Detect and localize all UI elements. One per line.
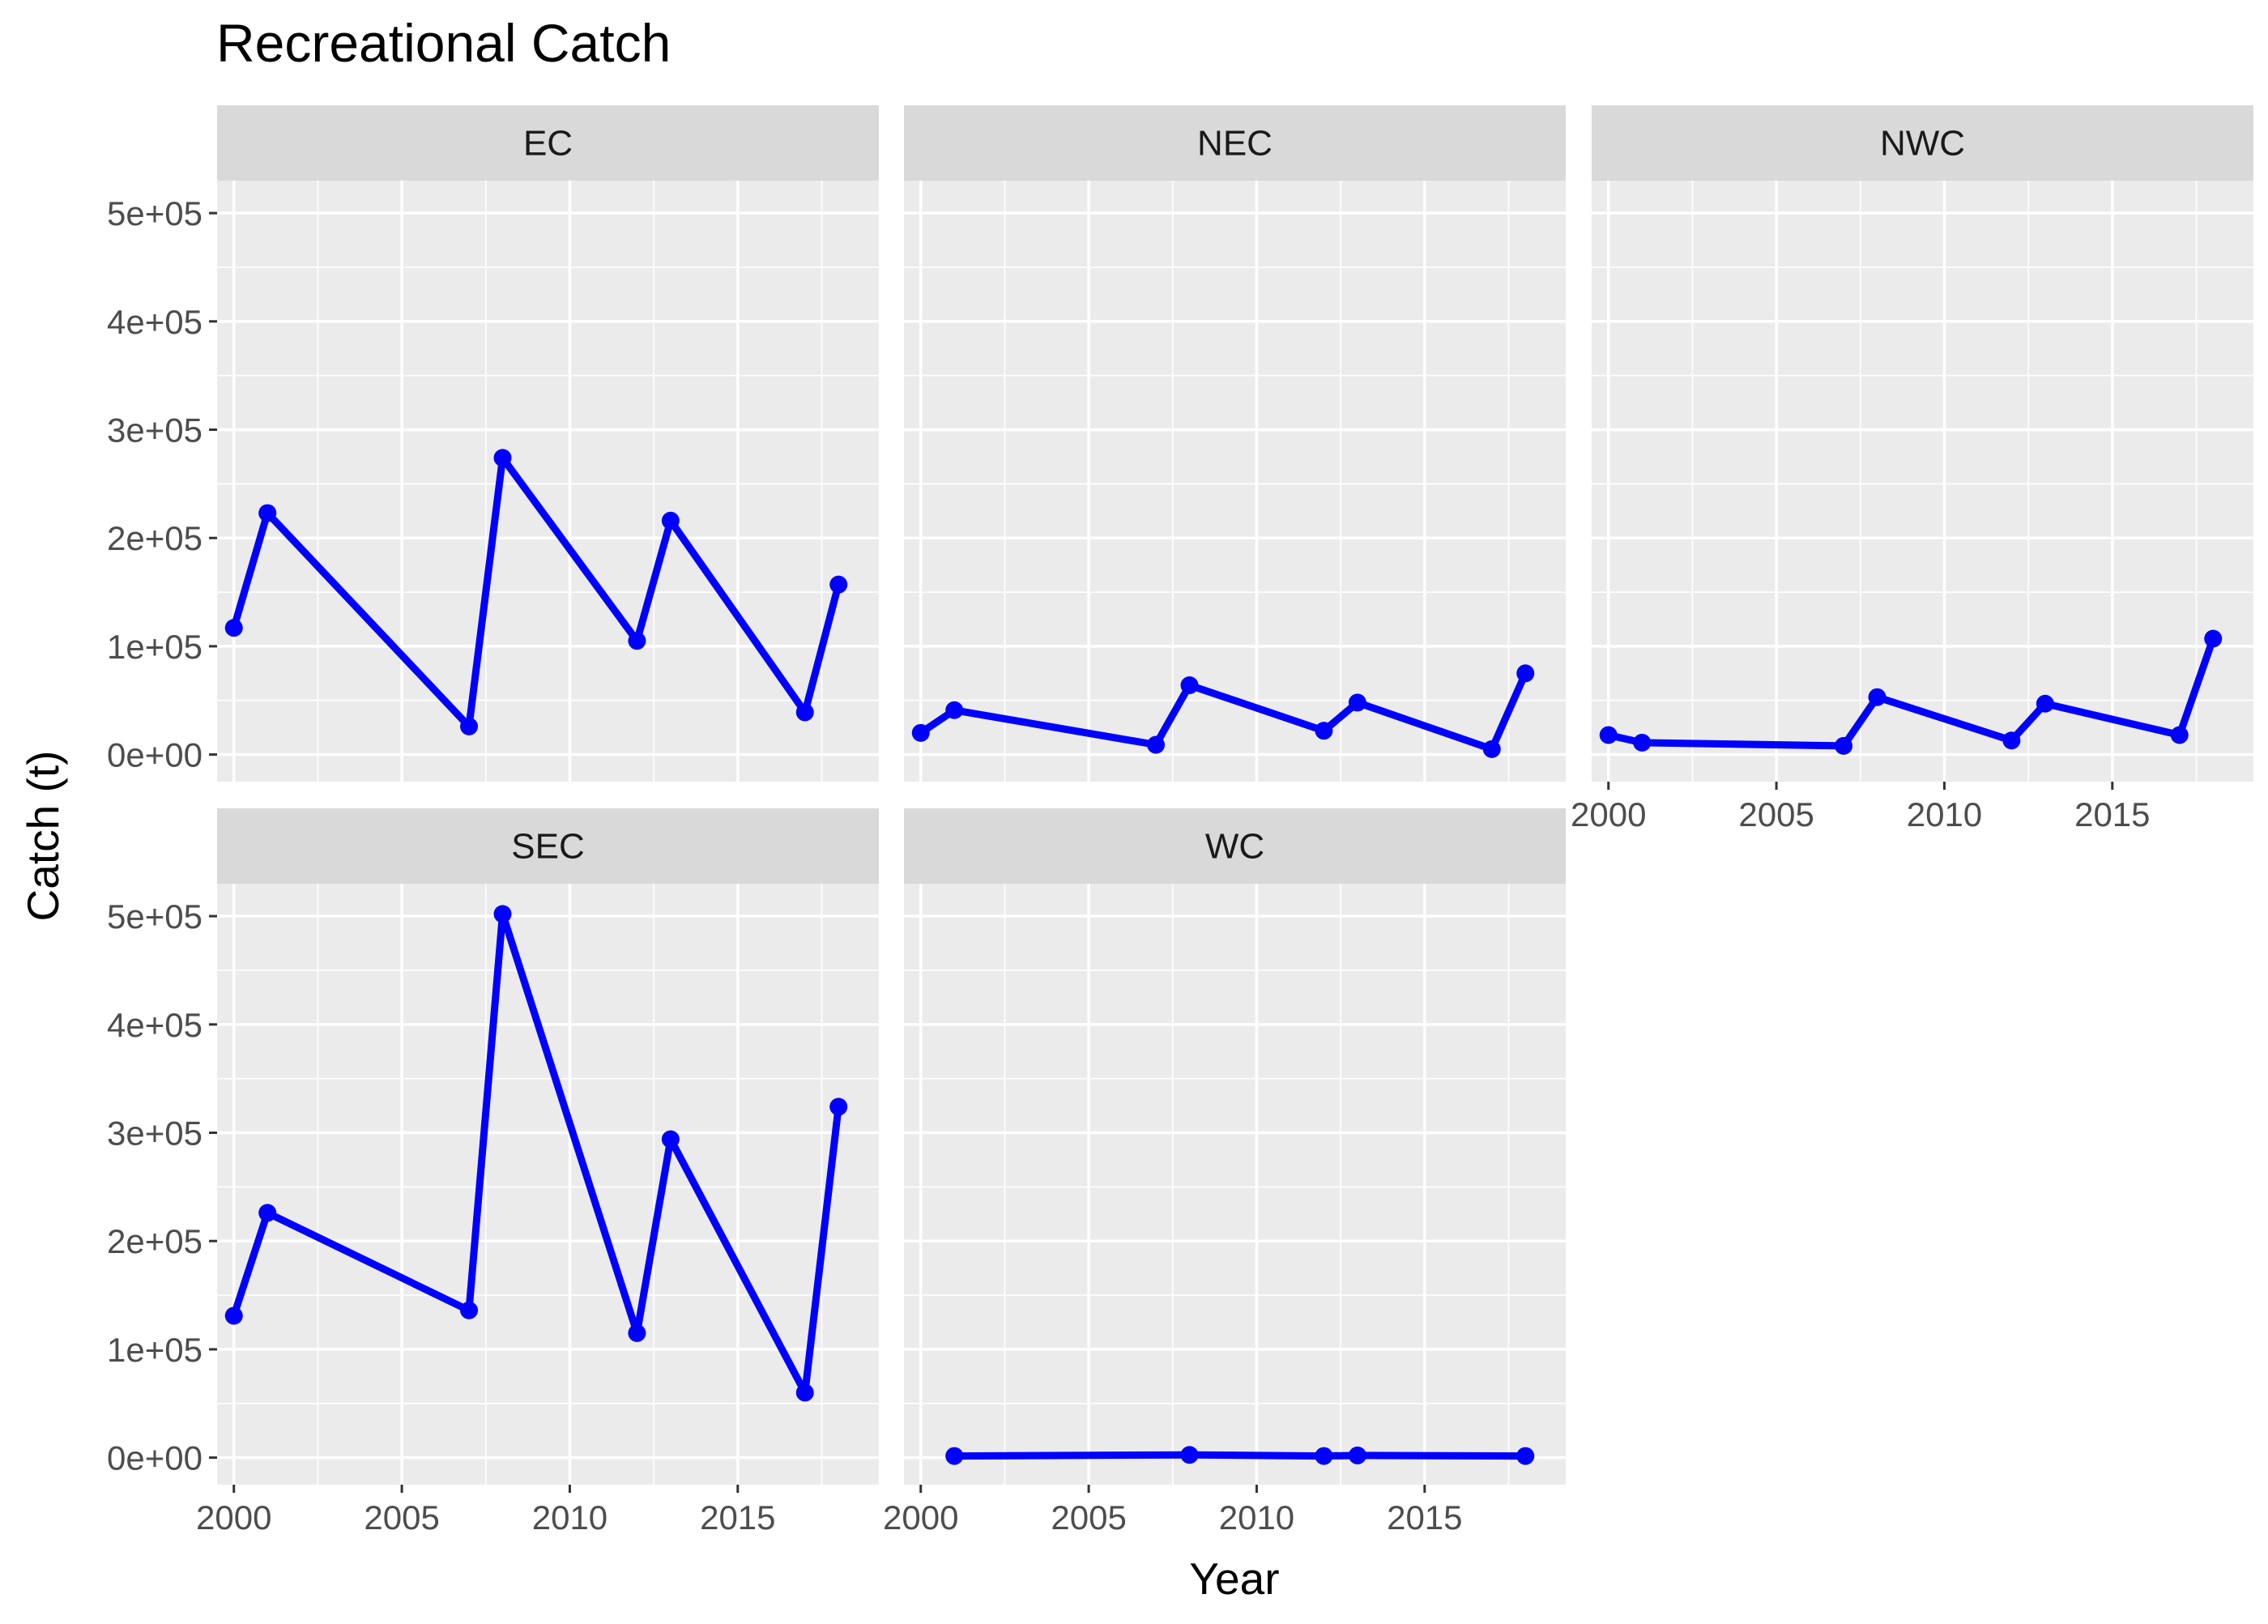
data-point <box>911 723 930 742</box>
data-point <box>1868 688 1886 706</box>
facet-strip <box>904 808 1566 884</box>
chart-title: Recreational Catch <box>216 13 671 73</box>
series-line-nec <box>917 669 1529 753</box>
data-point <box>2170 726 2189 744</box>
y-tick-label: 5e+05 <box>107 897 202 936</box>
panel-background <box>904 884 1566 1485</box>
y-tick-label: 1e+05 <box>107 1331 202 1369</box>
x-tick-label: 2010 <box>1219 1498 1294 1537</box>
facet-strip-label: SEC <box>511 827 584 867</box>
data-point <box>1180 676 1199 695</box>
series-line-nwc <box>1605 635 2217 750</box>
facet-strip-label: WC <box>1205 827 1264 867</box>
data-point <box>1599 726 1618 744</box>
data-point <box>795 1383 814 1402</box>
x-tick-label: 2005 <box>364 1498 439 1537</box>
y-tick-label: 5e+05 <box>107 194 202 232</box>
panel-background <box>217 884 879 1485</box>
x-tick-label: 2005 <box>1051 1498 1126 1537</box>
facet-strip <box>217 105 879 181</box>
y-tick-label: 3e+05 <box>107 411 202 449</box>
panel-background <box>904 181 1566 782</box>
facet-strip-label: NWC <box>1880 124 1965 164</box>
data-point <box>1482 740 1501 758</box>
facet-panel-nwc: NWC 2000 2005 2010 2015 <box>1571 105 2253 833</box>
data-point <box>1835 736 1853 755</box>
facet-strip <box>217 808 879 884</box>
data-point <box>2036 694 2054 713</box>
data-point <box>1147 735 1166 754</box>
data-point <box>493 449 512 467</box>
panel-background <box>1592 181 2253 782</box>
data-point <box>460 1301 479 1319</box>
data-point <box>945 1447 964 1465</box>
facet-strip <box>904 105 1566 181</box>
x-tick-label: 2005 <box>1738 795 1814 833</box>
data-point <box>1516 1447 1535 1465</box>
y-axis-title: Catch (t) <box>18 751 68 922</box>
y-tick-label: 2e+05 <box>107 519 202 557</box>
data-point <box>1315 1447 1333 1465</box>
data-point <box>628 1323 646 1342</box>
data-point <box>1633 733 1652 752</box>
data-point <box>2204 629 2223 648</box>
data-point <box>1315 722 1333 740</box>
data-point <box>224 1306 243 1325</box>
series-line-ec <box>230 454 842 731</box>
facet-strip-label: EC <box>523 124 573 164</box>
data-point <box>2002 731 2021 750</box>
data-point <box>1348 1446 1366 1464</box>
x-tick-label: 2015 <box>700 1498 775 1537</box>
facet-strip-label: NEC <box>1197 124 1273 164</box>
data-point <box>224 619 243 637</box>
data-point <box>460 717 479 735</box>
x-tick-label: 2010 <box>1907 795 1982 833</box>
x-tick-label: 2000 <box>883 1498 958 1537</box>
x-tick-label: 2015 <box>1387 1498 1462 1537</box>
data-point <box>829 575 848 594</box>
data-point <box>829 1098 848 1116</box>
y-tick-label: 0e+00 <box>107 1439 202 1477</box>
y-tick-label: 0e+00 <box>107 736 202 774</box>
x-tick-label: 2015 <box>2074 795 2150 833</box>
data-point <box>1516 664 1535 683</box>
data-point <box>661 1130 680 1149</box>
y-tick-label: 3e+05 <box>107 1114 202 1152</box>
panel-background <box>217 181 879 782</box>
data-point <box>795 703 814 722</box>
data-point <box>258 1204 277 1222</box>
facet-panel-sec: SEC 0e+00 1e+05 2e+05 3e+05 4e+05 5e+05 2000 200… <box>107 808 879 1537</box>
data-point <box>493 905 512 923</box>
y-tick-label: 4e+05 <box>107 303 202 341</box>
facet-panel-wc: WC 2000 2005 2010 2015 <box>883 808 1566 1537</box>
y-tick-label: 2e+05 <box>107 1222 202 1260</box>
data-point <box>661 511 680 530</box>
series-line-sec <box>230 910 842 1396</box>
x-axis-title: Year <box>1189 1554 1279 1604</box>
y-tick-label: 4e+05 <box>107 1006 202 1044</box>
facet-panels: EC 0e+00 1e+05 2e+05 3e+05 4e+05 5e+05 NEC NWC 20… <box>107 105 2253 1537</box>
data-point <box>628 632 646 650</box>
data-point <box>1180 1446 1199 1464</box>
y-tick-label: 1e+05 <box>107 628 202 666</box>
x-tick-label: 2000 <box>196 1498 271 1537</box>
x-tick-label: 2000 <box>1571 795 1646 833</box>
facet-panel-nec: NEC <box>904 105 1566 782</box>
data-point <box>1348 693 1366 712</box>
facet-strip <box>1592 105 2253 181</box>
facet-panel-ec: EC 0e+00 1e+05 2e+05 3e+05 4e+05 5e+05 <box>107 105 879 782</box>
data-point <box>258 504 277 522</box>
x-tick-label: 2010 <box>532 1498 608 1537</box>
series-line-wc <box>950 1451 1529 1460</box>
data-point <box>945 701 964 719</box>
